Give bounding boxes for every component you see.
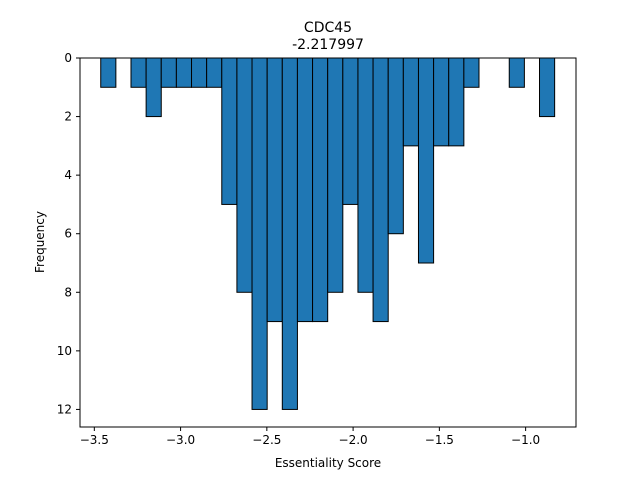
histogram-bar	[539, 57, 556, 118]
histogram-bar	[281, 57, 298, 410]
y-tick-label: 12	[57, 402, 72, 416]
histogram-bar	[236, 57, 253, 293]
histogram-bar	[402, 57, 419, 147]
histogram-bar	[433, 57, 450, 147]
y-tick-label: 6	[64, 227, 72, 241]
y-tick-label: 0	[64, 51, 72, 65]
y-tick-label: 4	[64, 168, 72, 182]
x-tick-label: −3.0	[166, 433, 195, 447]
x-tick-label: −1.5	[425, 433, 454, 447]
histogram-bar	[145, 57, 162, 118]
x-axis-label: Essentiality Score	[275, 456, 381, 470]
x-tick-label: −2.0	[339, 433, 368, 447]
histogram-bar	[251, 57, 268, 410]
chart-subtitle: -2.217997	[292, 37, 364, 53]
histogram-bar	[221, 57, 238, 205]
plot-frame	[79, 57, 577, 428]
x-tick-label: −2.5	[252, 433, 281, 447]
histogram-bar	[327, 57, 344, 293]
histogram-bar	[342, 57, 359, 205]
histogram-bar	[357, 57, 374, 293]
bars-group	[100, 57, 556, 410]
y-tick-label: 8	[64, 285, 72, 299]
histogram-bar	[191, 57, 208, 88]
x-tick-label: −3.5	[80, 433, 109, 447]
histogram-bar	[175, 57, 193, 88]
chart-title: CDC45	[304, 20, 352, 36]
histogram-bar	[206, 57, 223, 88]
y-tick-label: 10	[57, 344, 72, 358]
histogram-bar	[312, 57, 329, 323]
histogram-bar	[296, 57, 314, 323]
x-axis: −3.5 −3.0 −2.5 −2.0 −1.5 −1.0	[80, 427, 540, 447]
histogram-bar	[508, 57, 525, 88]
histogram-bar	[463, 57, 480, 88]
histogram-bar	[100, 57, 117, 88]
y-axis: 0 2 4 6 8 10 12	[57, 51, 80, 416]
histogram-bar	[448, 57, 465, 147]
histogram-bar	[266, 57, 283, 323]
y-tick-label: 2	[64, 110, 72, 124]
histogram-bar	[417, 57, 435, 264]
histogram-bar	[372, 57, 389, 323]
y-axis-label: Frequency	[33, 211, 47, 273]
x-tick-label: −1.0	[511, 433, 540, 447]
histogram-bar	[160, 57, 177, 88]
histogram-bar	[387, 57, 404, 235]
histogram-bar	[130, 57, 147, 88]
